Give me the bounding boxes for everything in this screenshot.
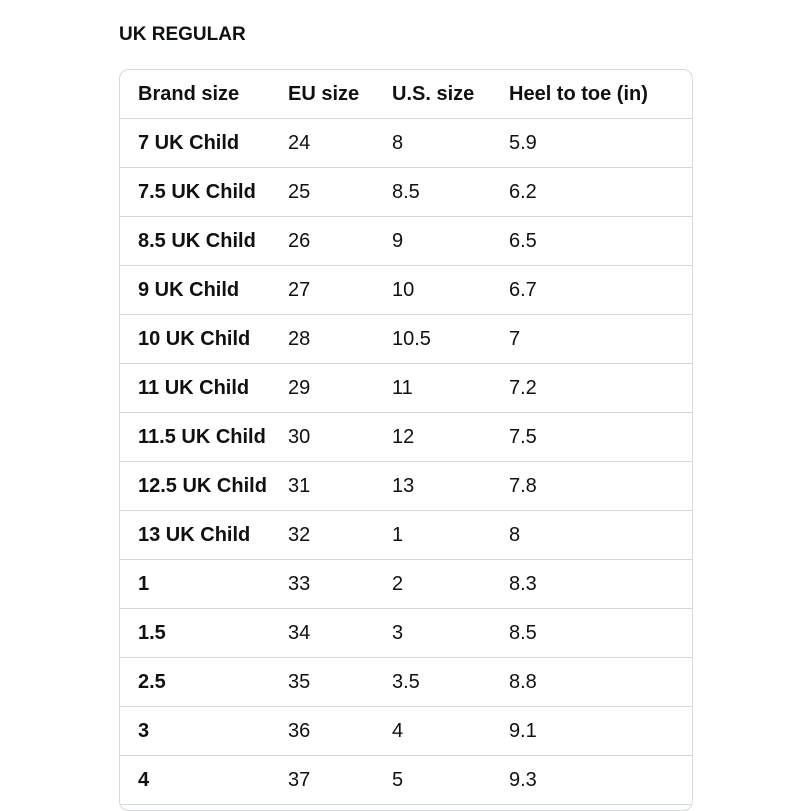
us-size-cell: 10.5 [392,314,509,364]
heel-to-toe-cell: 7 [509,314,692,364]
us-size-cell: 8 [392,118,509,168]
us-size-cell: 9 [392,216,509,266]
eu-size-cell: 26 [288,216,392,266]
eu-size-cell: 29 [288,363,392,413]
us-size-cell: 11 [392,363,509,413]
brand-size-cell: 2.5 [120,657,288,707]
size-chart-table: Brand size EU size U.S. size Heel to toe… [119,69,693,811]
us-size-cell: 4 [392,706,509,756]
eu-size-cell: 25 [288,167,392,217]
table-row: 11.5 UK Child 30 12 7.5 [120,412,692,462]
heel-to-toe-cell: 8.5 [509,608,692,658]
heel-to-toe-cell: 5.9 [509,118,692,168]
table-row: 2.5 35 3.5 8.8 [120,657,692,707]
heel-to-toe-cell: 7.8 [509,461,692,511]
heel-to-toe-cell: 7.2 [509,363,692,413]
brand-size-cell: 10 UK Child [120,314,288,364]
table-row: 1 33 2 8.3 [120,559,692,609]
eu-size-cell: 33 [288,559,392,609]
table-row: 12.5 UK Child 31 13 7.8 [120,461,692,511]
table-row: 11 UK Child 29 11 7.2 [120,363,692,413]
table-row: 10 UK Child 28 10.5 7 [120,314,692,364]
eu-size-cell: 34 [288,608,392,658]
brand-size-cell: 1.5 [120,608,288,658]
table-row: 7 UK Child 24 8 5.9 [120,118,692,168]
us-size-cell: 8.5 [392,167,509,217]
brand-size-cell: 11.5 UK Child [120,412,288,462]
heel-to-toe-cell: 9.1 [509,706,692,756]
heel-to-toe-cell: 7.5 [509,412,692,462]
brand-size-cell: 8.5 UK Child [120,216,288,266]
brand-size-cell: 7.5 UK Child [120,167,288,217]
table-row: 13 UK Child 32 1 8 [120,510,692,560]
heel-to-toe-cell: 8.8 [509,657,692,707]
us-size-cell: 2 [392,559,509,609]
us-size-cell: 10 [392,265,509,315]
heel-to-toe-cell: 8 [509,510,692,560]
table-row: 4 37 5 9.3 [120,755,692,805]
heel-to-toe-cell: 6.2 [509,167,692,217]
brand-size-cell: 11 UK Child [120,363,288,413]
eu-size-cell: 32 [288,510,392,560]
brand-size-cell: 1 [120,559,288,609]
eu-size-cell: 30 [288,412,392,462]
table-title: UK REGULAR [119,24,246,45]
header-us-size: U.S. size [392,70,509,119]
brand-size-cell: 3 [120,706,288,756]
brand-size-cell: 7 UK Child [120,118,288,168]
eu-size-cell: 35 [288,657,392,707]
table-row: 8.5 UK Child 26 9 6.5 [120,216,692,266]
heel-to-toe-cell: 6.7 [509,265,692,315]
header-brand-size: Brand size [120,70,288,119]
header-heel-to-toe: Heel to toe (in) [509,70,692,119]
brand-size-cell: 9 UK Child [120,265,288,315]
eu-size-cell: 24 [288,118,392,168]
eu-size-cell: 27 [288,265,392,315]
table-header-row: Brand size EU size U.S. size Heel to toe… [120,70,692,119]
table-row: 3 36 4 9.1 [120,706,692,756]
us-size-cell: 12 [392,412,509,462]
us-size-cell: 13 [392,461,509,511]
table-row: 1.5 34 3 8.5 [120,608,692,658]
brand-size-cell: 13 UK Child [120,510,288,560]
header-eu-size: EU size [288,70,392,119]
eu-size-cell: 37 [288,755,392,805]
heel-to-toe-cell: 9.3 [509,755,692,805]
table-row: 7.5 UK Child 25 8.5 6.2 [120,167,692,217]
brand-size-cell: 4 [120,755,288,805]
us-size-cell: 5 [392,755,509,805]
us-size-cell: 1 [392,510,509,560]
brand-size-cell: 12.5 UK Child [120,461,288,511]
eu-size-cell: 36 [288,706,392,756]
us-size-cell: 3.5 [392,657,509,707]
heel-to-toe-cell: 8.3 [509,559,692,609]
eu-size-cell: 31 [288,461,392,511]
heel-to-toe-cell: 6.5 [509,216,692,266]
table-row: 9 UK Child 27 10 6.7 [120,265,692,315]
eu-size-cell: 28 [288,314,392,364]
us-size-cell: 3 [392,608,509,658]
